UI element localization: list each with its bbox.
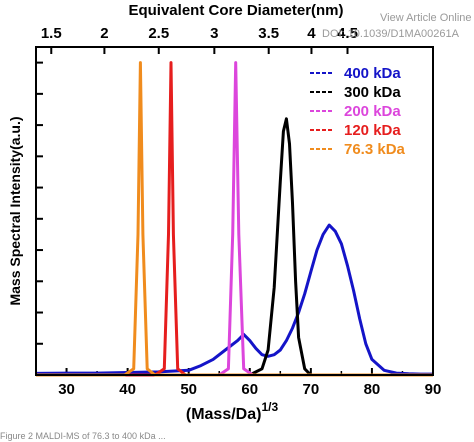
x-tick-label: 30	[58, 381, 75, 398]
x-axis-label-main: (Mass/Da)	[186, 406, 262, 423]
x-tick-label: 60	[241, 381, 258, 398]
top-tick-label: 4.5	[337, 25, 358, 42]
top-tick-label: 3	[210, 25, 218, 42]
top-tick-label: 2	[100, 25, 108, 42]
legend: 400 kDa 300 kDa 200 kDa 120 kDa 76.3 kDa	[310, 65, 406, 158]
legend-label: 200 kDa	[344, 103, 401, 120]
legend-label: 300 kDa	[344, 84, 401, 101]
watermark-line-1: View Article Online	[380, 12, 472, 24]
x-tick-label: 70	[303, 381, 320, 398]
legend-label: 76.3 kDa	[344, 141, 406, 158]
x-tick-label: 80	[364, 381, 381, 398]
series-line	[35, 223, 433, 376]
legend-label: 400 kDa	[344, 65, 401, 82]
x-axis-label-superscript: 1/3	[261, 400, 278, 414]
top-axis-ticks: 1.5 2 2.5 3 3.5 4 4.5	[41, 25, 358, 54]
series-layer	[35, 61, 433, 377]
x-tick-label: 40	[119, 381, 136, 398]
y-axis-label: Mass Spectral Intensity(a.u.)	[7, 116, 23, 305]
top-tick-label: 2.5	[148, 25, 169, 42]
legend-label: 120 kDa	[344, 122, 401, 139]
series-line	[36, 61, 433, 377]
top-axis-label: Equivalent Core Diameter(nm)	[128, 2, 343, 19]
series-line	[36, 61, 433, 377]
x-tick-label: 50	[180, 381, 197, 398]
top-tick-label: 1.5	[41, 25, 62, 42]
watermark-line-2: DOI: 10.1039/D1MA00261A	[322, 28, 459, 40]
bottom-axis-ticks: 30 40 50 60 70 80 90	[35, 368, 442, 398]
top-tick-label: 4	[307, 25, 316, 42]
x-tick-label: 90	[425, 381, 442, 398]
left-axis-ticks	[36, 61, 43, 345]
top-tick-label: 3.5	[258, 25, 279, 42]
series-line	[36, 117, 433, 377]
figure-caption: Figure 2 MALDI-MS of 76.3 to 400 kDa ...	[0, 431, 166, 441]
plot-frame	[35, 46, 434, 376]
series-line	[36, 61, 433, 377]
x-axis-label: (Mass/Da)1/3	[186, 400, 279, 423]
